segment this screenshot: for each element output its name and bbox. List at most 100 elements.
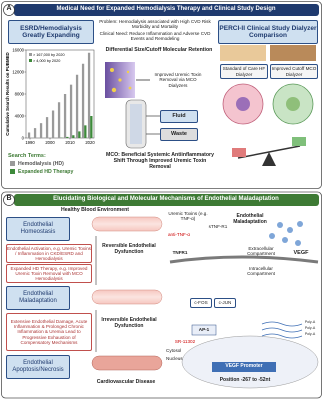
label-circle xyxy=(3,194,15,206)
title-band xyxy=(14,4,319,16)
waste-box: Waste xyxy=(160,128,198,141)
need-text: Clinical Need: Reduce Inflammation and A… xyxy=(99,31,211,42)
bar xyxy=(87,52,91,138)
legend-label: Hemodialysis (HD) xyxy=(18,161,64,167)
maladaptation-box: Endothelial Maladaptation xyxy=(6,286,70,310)
esrd-box: ESRD/Hemodialysis Greatly Expanding xyxy=(8,20,94,44)
nucleus-text: Nucleus xyxy=(166,356,183,361)
bar xyxy=(75,74,79,138)
bar xyxy=(57,102,61,138)
title-band xyxy=(14,194,319,206)
dialyzer-core xyxy=(130,104,142,144)
legend-title: Search Terms: xyxy=(8,153,46,159)
scale-weight xyxy=(232,148,246,157)
annotation-swatch xyxy=(29,59,32,62)
mco-text: MCO: Beneficial Systemic Antiinflammator… xyxy=(106,152,214,170)
annotation-swatch xyxy=(29,53,32,56)
scale-weight xyxy=(292,137,306,146)
standard-box: Standard of Care HF Dialyzer xyxy=(220,64,268,79)
annotation: > 167,000 by 2020 xyxy=(33,53,65,57)
intracellular-text: Intracellular Compartment xyxy=(247,266,275,277)
y-tick-label: 12000 xyxy=(12,70,24,75)
bar xyxy=(27,132,31,138)
bar xyxy=(90,116,93,138)
bar xyxy=(66,136,69,138)
toxins-text: Uremic Toxins (e.g. TNF-α) xyxy=(168,211,208,222)
bar xyxy=(39,123,43,138)
perci-box: PERCI-II Clinical Study Dialyzer Compari… xyxy=(218,20,318,44)
malad2-text: Endothelial Maladaptation xyxy=(233,213,267,225)
problem-text: Problem: Hemodialysis associated with Hi… xyxy=(99,19,211,30)
irreversible-text: Irreversible Endothelial Dysfunction xyxy=(101,317,157,329)
y-tick-label: 0 xyxy=(22,136,25,141)
bar xyxy=(78,131,81,138)
bar xyxy=(63,94,67,138)
pores-image xyxy=(270,45,316,61)
panel-label: B xyxy=(6,195,12,202)
legend-swatch xyxy=(10,161,15,166)
mrna xyxy=(261,333,303,339)
scale-base xyxy=(262,152,276,166)
cell-membrane xyxy=(169,255,319,264)
fluid-box: Fluid xyxy=(160,110,198,123)
cytosol-text: Cytosol xyxy=(166,348,182,353)
expanded-box: Expanded HD Therapy, e.g. Improved Uremi… xyxy=(6,264,92,283)
x-tick-label: 1990 xyxy=(25,140,35,145)
panel-title: Elucidating Biological and Molecular Mec… xyxy=(53,196,279,202)
y-tick-label: 4000 xyxy=(15,114,25,119)
panel-label: A xyxy=(6,5,12,12)
nucleus xyxy=(286,97,300,111)
cfos-box: c-FOS xyxy=(190,298,212,308)
panel-title: Medical Need for Expanded Hemodialysis T… xyxy=(56,6,276,12)
bar xyxy=(81,63,85,138)
polya-text: Poly-A xyxy=(304,326,316,330)
healthy-text: Healthy Blood Environment xyxy=(60,207,130,213)
tnfr-text: TNFR1 xyxy=(172,250,188,255)
polya-text: Poly-A xyxy=(304,320,316,324)
ap1-box xyxy=(191,324,217,336)
legend-swatch xyxy=(10,169,15,174)
y-tick-label: 16000 xyxy=(12,48,24,53)
extracellular-text: Extracellular Compartment xyxy=(247,246,275,257)
stnf-text: sTNF-R1 xyxy=(208,224,228,229)
homeostasis-box: Endothelial Homeostasis xyxy=(6,217,70,241)
x-tick-label: 2020 xyxy=(85,140,95,145)
cjun-box: c-JUN xyxy=(214,298,236,308)
search-chart: 0 4000 8000 12000 16000 1990 2000 2010 2020 Cumul… xyxy=(5,48,95,176)
molecules xyxy=(110,68,132,93)
removal-text: Improved Uremic Toxin Removal via MCO Di… xyxy=(154,72,202,88)
vegf-dots xyxy=(269,221,303,246)
pores-image xyxy=(220,45,266,61)
y-axis-label: Cumulative Search Results on PUBMED xyxy=(5,52,10,135)
cvd-text: Cardiovascular Disease xyxy=(96,379,156,385)
activation-box: Endothelial Activation, e.g. Uremic Toxi… xyxy=(6,244,92,263)
mrna xyxy=(261,327,303,333)
vessel xyxy=(91,216,163,232)
position-text: Position -267 to -52nt xyxy=(219,377,271,383)
promoter-text: VEGF Promoter xyxy=(225,363,263,369)
bar xyxy=(51,110,55,138)
polya-text: Poly-A xyxy=(304,332,316,336)
y-tick-label: 8000 xyxy=(15,92,25,97)
retention-text: Differential Size/Cutoff Molecular Reten… xyxy=(105,47,213,53)
mrna xyxy=(261,321,303,327)
bar xyxy=(69,84,73,138)
improved-box: Improved Cutoff MCO Dialyzer xyxy=(270,64,318,79)
x-tick-label: 2010 xyxy=(65,140,75,145)
vessel xyxy=(91,355,163,371)
x-tick-label: 2000 xyxy=(45,140,55,145)
label-circle xyxy=(3,4,15,16)
bar xyxy=(72,135,75,138)
ap1-text: AP-1 xyxy=(198,327,210,332)
anti-text: anti-TNF-α xyxy=(167,232,191,237)
promoter-bar xyxy=(212,362,276,372)
damage-box: Extensive Endothelial Damage, Acute Infl… xyxy=(6,313,92,351)
bar xyxy=(45,117,49,138)
nucleus xyxy=(236,97,250,111)
bar xyxy=(84,125,87,138)
sr-text: SR-11302 xyxy=(174,339,196,344)
reversible-text: Reversible Endothelial Dysfunction xyxy=(102,243,156,255)
vegf-text: VEGF xyxy=(293,250,309,256)
